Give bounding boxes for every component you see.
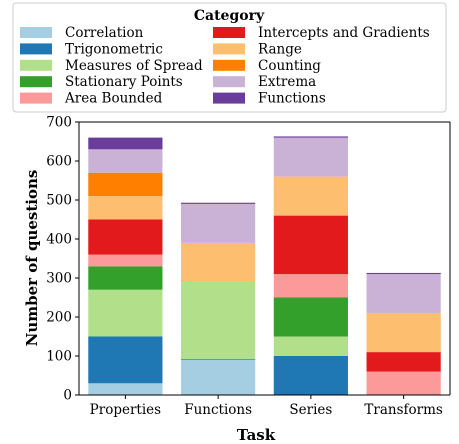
bar-segment <box>181 359 256 360</box>
legend-label: Extrema <box>258 74 316 90</box>
bar-segment <box>88 219 163 255</box>
legend-swatch <box>20 76 52 88</box>
bar-segment <box>88 137 163 150</box>
legend-label: Functions <box>258 91 326 107</box>
legend-swatch <box>20 27 52 38</box>
x-tick-label: Transforms <box>364 402 443 418</box>
legend-swatch <box>213 27 245 38</box>
y-tick-label: 500 <box>46 193 72 209</box>
legend-swatch <box>213 59 245 71</box>
bar-segment <box>88 336 163 384</box>
y-tick-label: 100 <box>46 349 72 365</box>
y-tick-label: 700 <box>46 115 72 131</box>
bar-segment <box>181 203 256 243</box>
y-axis-title: Number of questions <box>23 170 41 347</box>
legend-label: Measures of Spread <box>65 58 203 74</box>
y-tick-label: 200 <box>46 310 72 326</box>
bar-segment <box>366 352 441 372</box>
legend-title: Category <box>194 8 265 24</box>
bar-segment <box>181 242 256 282</box>
y-tick-label: 600 <box>46 154 72 170</box>
legend-label: Range <box>258 41 302 57</box>
bar-segment <box>273 176 348 216</box>
legend-frame <box>12 2 447 113</box>
legend-swatch <box>20 59 52 71</box>
bar-segment <box>366 313 441 353</box>
axes: 0 100 200 300 400 500 600 700 Properties Functio… <box>46 115 451 418</box>
bar-segment <box>88 289 163 337</box>
legend-swatch <box>20 43 52 55</box>
bar-segment <box>273 297 348 337</box>
legend-swatch <box>213 76 245 88</box>
bar-segment <box>88 196 163 220</box>
bars <box>88 136 441 395</box>
x-axis-title: Task <box>237 426 276 444</box>
x-tick-label: Series <box>289 402 332 418</box>
legend-label: Counting <box>258 58 321 74</box>
legend-swatch <box>213 43 245 55</box>
legend-label: Stationary Points <box>65 74 183 90</box>
bar-segment <box>88 149 163 173</box>
legend-swatch <box>213 92 245 104</box>
legend-label: Trigonometric <box>65 41 163 57</box>
bar-segment <box>273 136 348 138</box>
legend-swatch <box>20 92 52 104</box>
bar-segment <box>88 383 163 395</box>
bar-segment <box>273 215 348 275</box>
bar-segment <box>273 137 348 177</box>
x-tick-label: Properties <box>90 402 161 418</box>
bar-segment <box>88 172 163 197</box>
bar-segment <box>88 266 163 290</box>
y-tick-label: 0 <box>63 388 72 404</box>
legend-label: Intercepts and Gradients <box>258 25 430 41</box>
x-tick-label: Functions <box>184 402 252 418</box>
legend-label: Area Bounded <box>64 91 163 107</box>
bar-segment <box>181 359 256 395</box>
bar-segment <box>273 274 348 298</box>
bar-segment <box>366 274 441 314</box>
bar-segment <box>366 371 441 395</box>
y-tick-label: 400 <box>46 232 72 248</box>
bar-segment <box>88 254 163 267</box>
legend: Category CorrelationTrigonometricMeasure… <box>12 2 447 113</box>
bar-segment <box>181 281 256 360</box>
bar-segment <box>273 336 348 356</box>
bar-segment <box>273 356 348 395</box>
bar-segment <box>366 272 441 275</box>
legend-label: Correlation <box>65 25 144 41</box>
y-tick-label: 300 <box>46 271 72 287</box>
bar-segment <box>181 202 256 204</box>
